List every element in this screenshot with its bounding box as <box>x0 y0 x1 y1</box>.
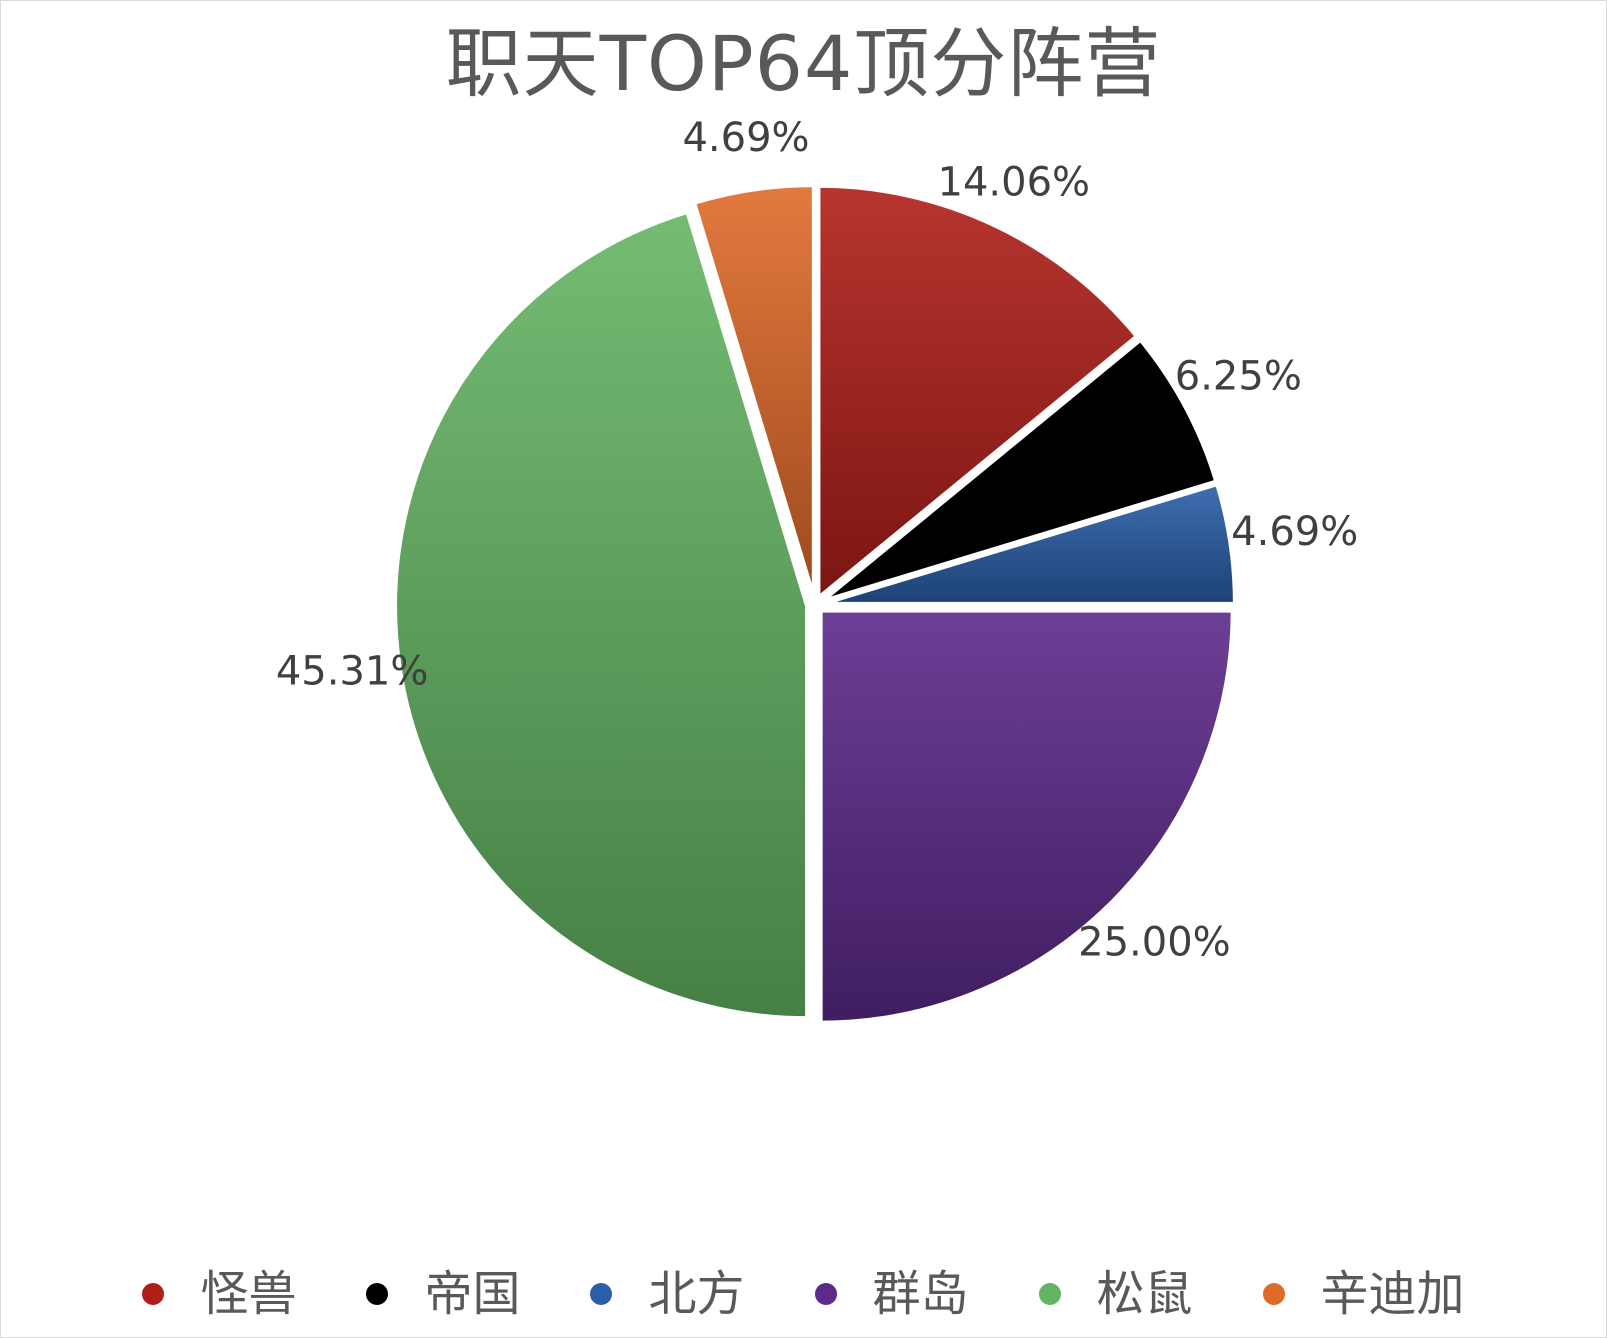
pie-slice-3 <box>822 481 1237 606</box>
data-label-2: 6.25% <box>1175 354 1302 400</box>
legend-item-5: 松鼠 <box>1038 1266 1193 1322</box>
legend-label: 北方 <box>648 1266 745 1322</box>
legend-label: 帝国 <box>424 1266 521 1322</box>
data-label-1: 14.06% <box>938 160 1091 206</box>
pie-slice-2 <box>820 336 1219 604</box>
legend-item-6: 辛迪加 <box>1262 1266 1465 1322</box>
chart-title: 职天TOP64顶分阵营 <box>445 19 1162 108</box>
legend-marker <box>590 1283 613 1305</box>
legend-label: 辛迪加 <box>1320 1266 1465 1322</box>
legend-item-4: 群岛 <box>814 1266 969 1322</box>
data-label-5: 45.31% <box>276 649 429 695</box>
legend-marker <box>1262 1283 1285 1305</box>
legend-item-1: 怪兽 <box>142 1270 296 1318</box>
legend-item-3: 北方 <box>590 1266 745 1322</box>
data-label-4: 25.00% <box>1078 919 1231 965</box>
pie-slice-6 <box>691 183 816 598</box>
pie-slice-4 <box>818 608 1235 1025</box>
data-label-6: 4.69% <box>682 115 809 161</box>
pie-slice-1 <box>816 183 1140 602</box>
legend-marker <box>814 1283 837 1305</box>
legend-label: 群岛 <box>872 1266 969 1322</box>
legend-label: 怪兽 <box>200 1266 297 1322</box>
chart-legend: 怪兽 帝国 北方 群岛 松鼠 辛迪加 <box>0 1270 1607 1318</box>
legend-marker <box>1038 1283 1061 1305</box>
legend-marker <box>142 1283 165 1305</box>
pie-slice-5 <box>393 209 810 1021</box>
legend-marker <box>366 1283 389 1305</box>
legend-item-2: 帝国 <box>366 1270 520 1318</box>
legend-label: 松鼠 <box>1096 1266 1193 1322</box>
data-label-3: 4.69% <box>1231 509 1358 555</box>
